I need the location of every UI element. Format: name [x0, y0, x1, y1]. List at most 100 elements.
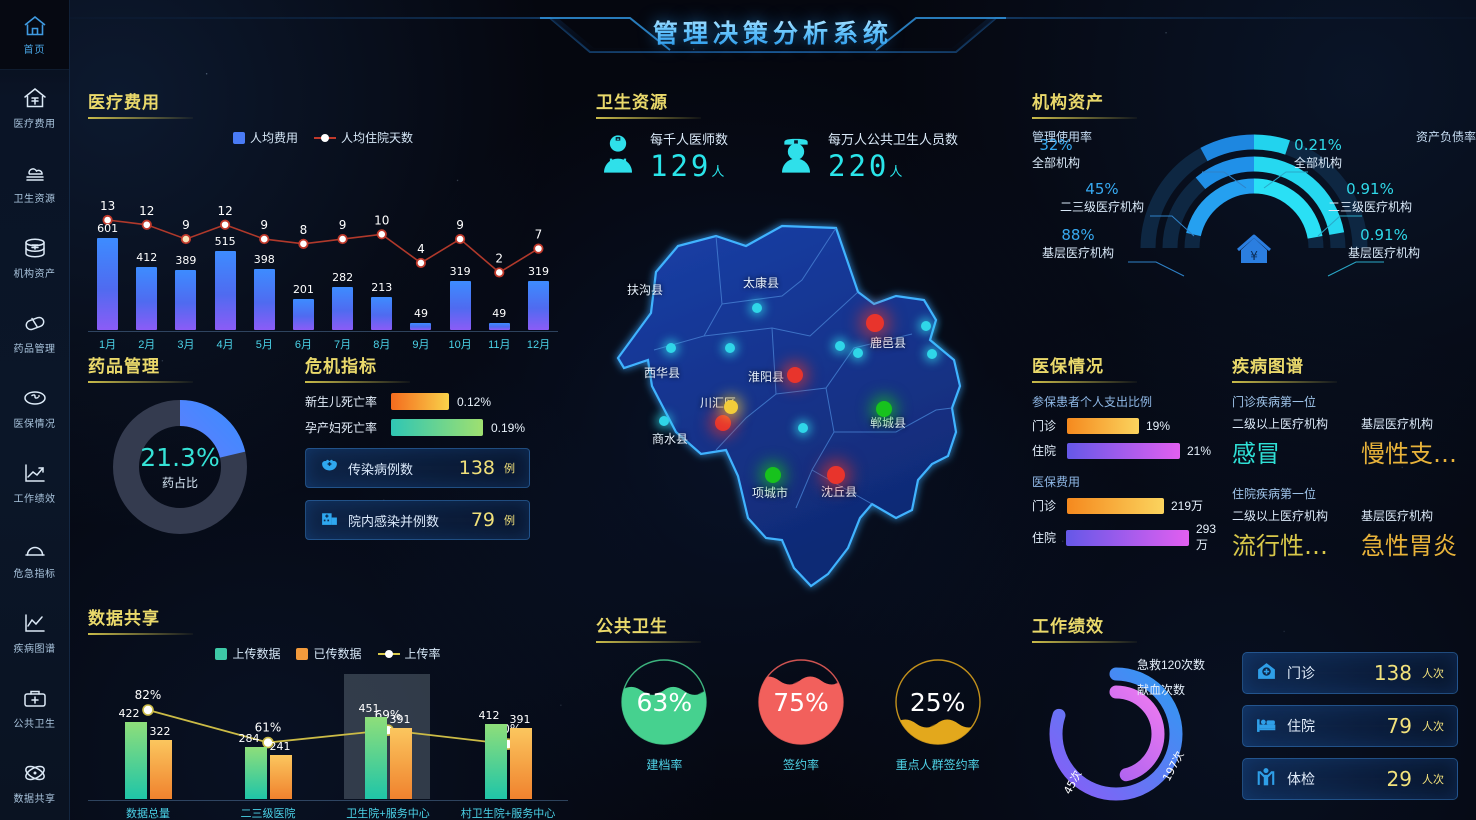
- sidebar-item-4[interactable]: 药品管理: [0, 295, 69, 370]
- panel-public-health: 公共卫生 63% 建档率 75% 签约率 25% 重点人群签约率: [596, 612, 1006, 773]
- sidebar-item-7[interactable]: 危急指标: [0, 520, 69, 595]
- sidebar-home-label: 首页: [23, 44, 46, 56]
- sidebar-item-2[interactable]: 卫生资源: [0, 145, 69, 220]
- public-health-gauge[interactable]: 63% 建档率: [621, 659, 708, 773]
- legend-swatch-upload: [215, 647, 228, 660]
- disease-entry[interactable]: 基层医疗机构 急性胃炎: [1361, 507, 1476, 561]
- health-resource-item[interactable]: 每千人医师数 129人: [596, 129, 728, 183]
- map-marker[interactable]: [752, 303, 762, 313]
- insurance-icon: [22, 386, 48, 410]
- map-marker[interactable]: [853, 348, 863, 358]
- map-region-label[interactable]: 扶沟县: [627, 283, 664, 297]
- legend-item[interactable]: 上传数据: [215, 645, 280, 662]
- section-title: 危机指标: [305, 357, 377, 377]
- liquid-value: 75%: [773, 687, 829, 717]
- bar-column[interactable]: 515: [206, 212, 245, 330]
- map-region-label[interactable]: 沈丘县: [821, 485, 858, 499]
- legend-item[interactable]: 已传数据: [296, 645, 362, 662]
- performance-card-value: 29: [1386, 767, 1412, 791]
- map-marker[interactable]: [715, 415, 731, 431]
- bar-column[interactable]: 282: [323, 212, 362, 330]
- drug-donut-chart[interactable]: 21.3% 药占比: [110, 397, 250, 537]
- assets-gauge-svg[interactable]: ¥: [1032, 110, 1476, 310]
- sidebar-item-home[interactable]: 首页: [0, 0, 69, 70]
- legend-item[interactable]: 上传率: [377, 645, 441, 662]
- legend-item[interactable]: 人均费用: [232, 129, 298, 146]
- map-marker[interactable]: [827, 466, 845, 484]
- legend-medical-expense: 人均费用 人均住院天数: [88, 129, 558, 146]
- map-marker[interactable]: [927, 349, 937, 359]
- map-marker[interactable]: [835, 341, 845, 351]
- map-region-label[interactable]: 鹿邑县: [870, 336, 907, 350]
- gauge-label-right: 0.91% 二三级医疗机构: [1328, 180, 1412, 215]
- map-region-label[interactable]: 商水县: [652, 432, 689, 446]
- sidebar-item-8[interactable]: 疾病图谱: [0, 595, 69, 670]
- bar-group-column[interactable]: 451 391: [328, 699, 448, 799]
- legend-item[interactable]: 人均住院天数: [314, 129, 413, 146]
- map-marker[interactable]: [765, 467, 781, 483]
- public-health-gauge[interactable]: 75% 签约率: [758, 659, 844, 773]
- title-underline: [88, 117, 193, 119]
- insurance-bar-value: 19%: [1146, 418, 1171, 433]
- section-title: 公共卫生: [596, 617, 668, 637]
- map-marker[interactable]: [866, 314, 884, 332]
- crisis-card-unit: 例: [504, 515, 515, 527]
- map-region-label[interactable]: 郸城县: [870, 416, 907, 430]
- map-region-label[interactable]: 项城市: [752, 486, 789, 500]
- bar-column[interactable]: 319: [441, 212, 480, 330]
- crisis-card-label: 院内感染并例数: [348, 513, 440, 529]
- bar-group-column[interactable]: 422 322: [88, 699, 208, 799]
- map-marker[interactable]: [725, 343, 735, 353]
- performance-card[interactable]: 体检 29 人次: [1242, 758, 1458, 800]
- bar-column[interactable]: 49: [480, 212, 519, 330]
- bar: [527, 281, 549, 330]
- bar-column[interactable]: 49: [401, 212, 440, 330]
- disease-entry[interactable]: 基层医疗机构 慢性支…: [1361, 415, 1476, 469]
- bar-column[interactable]: 398: [245, 212, 284, 330]
- gauge-label-text: 基层医疗机构: [1348, 246, 1421, 260]
- crisis-card[interactable]: 传染病例数 138 例: [305, 448, 530, 488]
- dome-icon: [22, 536, 48, 560]
- bar-value: 319: [527, 265, 549, 279]
- bar-group-column[interactable]: 412 391: [448, 699, 568, 799]
- map-marker[interactable]: [798, 423, 808, 433]
- health-resource-list: 每千人医师数 129人 每万人公共卫生人员数 220人: [596, 129, 1006, 183]
- title-underline: [305, 381, 410, 383]
- map-region-label[interactable]: 淮阳县: [748, 370, 785, 384]
- bar-column[interactable]: 201: [284, 212, 323, 330]
- crisis-card[interactable]: 院内感染并例数 79 例: [305, 500, 530, 540]
- performance-card[interactable]: 住院 79 人次: [1242, 705, 1458, 747]
- bar-group-column[interactable]: 284 241: [208, 699, 328, 799]
- bar-column[interactable]: 389: [166, 212, 205, 330]
- map-marker[interactable]: [921, 321, 931, 331]
- map-marker[interactable]: [787, 367, 803, 383]
- performance-card-value: 79: [1386, 714, 1412, 738]
- bar-column[interactable]: 319: [519, 212, 558, 330]
- bar-column[interactable]: 601: [88, 212, 127, 330]
- sidebar-item-9[interactable]: 公共卫生: [0, 670, 69, 745]
- map-region-label[interactable]: 西华县: [644, 366, 681, 380]
- map-region-label[interactable]: 太康县: [743, 276, 780, 290]
- sidebar-item-3[interactable]: 机构资产: [0, 220, 69, 295]
- health-resource-item[interactable]: 每万人公共卫生人员数 220人: [774, 129, 958, 183]
- bar-column[interactable]: 213: [362, 212, 401, 330]
- map-marker[interactable]: [666, 343, 676, 353]
- map-marker[interactable]: [659, 416, 669, 426]
- bar-column[interactable]: 412: [127, 212, 166, 330]
- performance-card[interactable]: 门诊 138 人次: [1242, 652, 1458, 694]
- sidebar-item-10[interactable]: 数据共享: [0, 745, 69, 820]
- map-marker[interactable]: [876, 401, 892, 417]
- zhoukou-map[interactable]: [596, 218, 1006, 598]
- sidebar-item-1[interactable]: 医疗费用: [0, 70, 69, 145]
- disease-entry[interactable]: 二级以上医疗机构 流行性…: [1232, 507, 1347, 561]
- crisis-card-unit: 例: [504, 463, 515, 475]
- map-marker[interactable]: [724, 400, 738, 414]
- sidebar-item-6[interactable]: 工作绩效: [0, 445, 69, 520]
- crisis-bar-label: 新生儿死亡率: [305, 395, 378, 409]
- disease-entry[interactable]: 二级以上医疗机构 感冒: [1232, 415, 1347, 469]
- bar: [332, 286, 354, 330]
- public-health-gauge[interactable]: 25% 重点人群签约率: [894, 659, 981, 773]
- bar: [97, 238, 119, 330]
- sidebar-item-5[interactable]: 医保情况: [0, 370, 69, 445]
- performance-ring-chart[interactable]: 197次 45次: [1036, 650, 1216, 820]
